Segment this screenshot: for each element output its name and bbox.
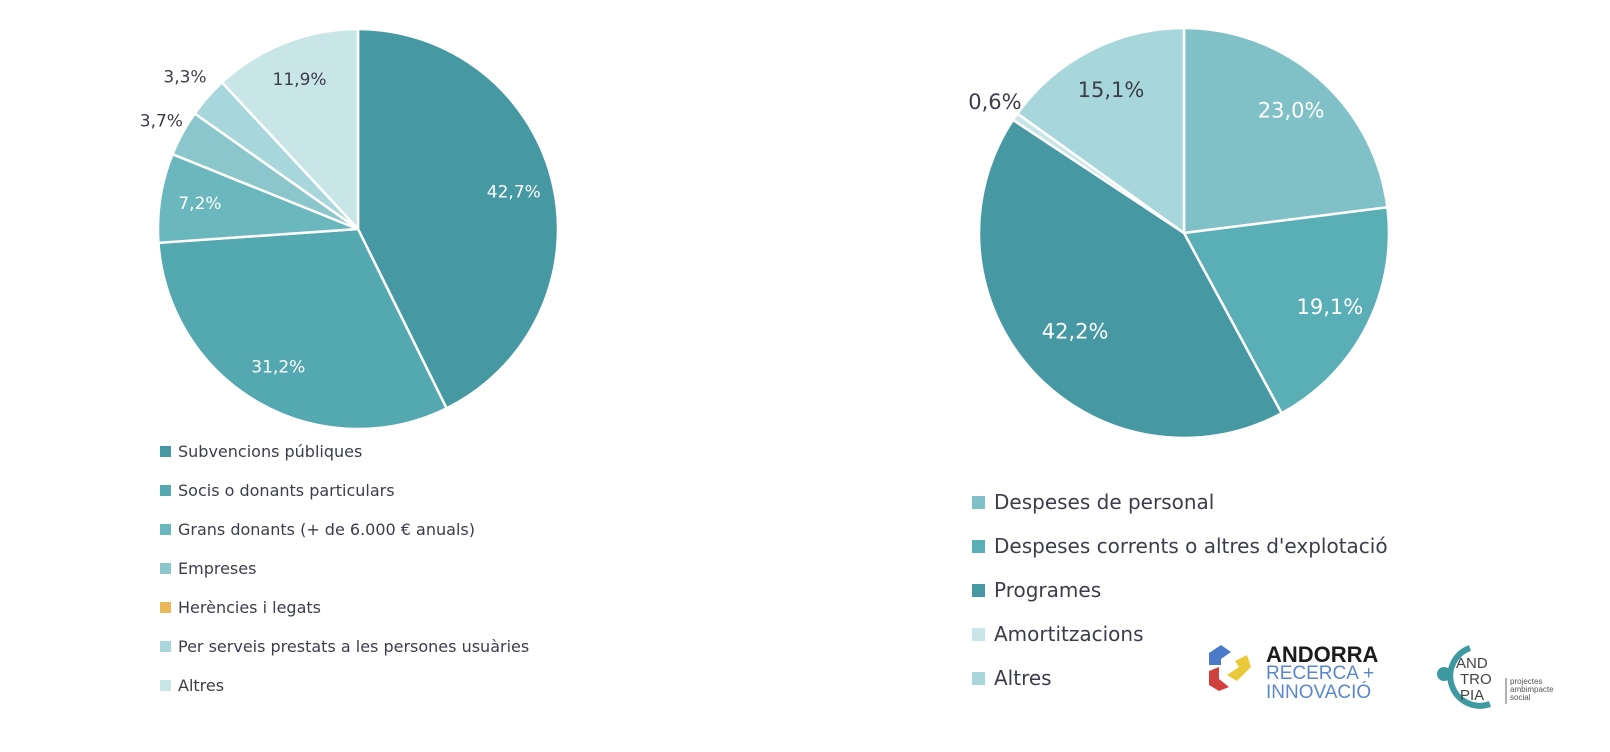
legend-item: Per serveis prestats a les persones usuà… (160, 627, 529, 666)
legend-label: Despeses corrents o altres d'explotació (994, 534, 1388, 558)
data-label: 7,2% (178, 194, 221, 214)
legend-swatch (972, 671, 985, 685)
legend-swatch (160, 524, 171, 535)
data-label: 23,0% (1258, 99, 1325, 123)
data-label: 11,9% (273, 70, 327, 90)
legend-label: Per serveis prestats a les persones usuà… (178, 637, 530, 656)
legend-label: Despeses de personal (994, 490, 1215, 514)
legend-swatch (972, 495, 985, 509)
legend-label: Empreses (178, 559, 257, 578)
data-label: 42,2% (1042, 320, 1109, 344)
andorra-logo-icon (1209, 645, 1251, 691)
svg-text:AND: AND (1456, 655, 1488, 672)
legend-swatch (160, 602, 171, 613)
legend-item: Socis o donants particulars (160, 471, 529, 510)
data-label: 3,3% (163, 67, 206, 87)
pie-slice (157, 227, 449, 431)
legend-item: Altres (160, 666, 529, 705)
data-label: 3,7% (140, 112, 183, 132)
pie-slice (1182, 205, 1391, 415)
legend-item: Herències i legats (160, 588, 529, 627)
legend-item: Altres (972, 656, 1388, 700)
legend-swatch (972, 627, 985, 641)
legend-swatch (972, 583, 985, 597)
legend-swatch (160, 680, 171, 691)
svg-text:ambimpacte: ambimpacte (1510, 685, 1554, 694)
legend-item: Grans donants (+ de 6.000 € anuals) (160, 510, 529, 549)
data-label: 15,1% (1078, 78, 1145, 102)
legend-item: Despeses corrents o altres d'explotació (972, 524, 1388, 568)
svg-text:PIA: PIA (1460, 687, 1484, 704)
svg-text:TRO: TRO (1460, 671, 1492, 688)
data-label: 0,6% (968, 90, 1021, 114)
legend-income: Subvencions públiques Socis o donants par… (160, 432, 529, 705)
legend-label: Herències i legats (178, 598, 321, 617)
andorra-logo-line1: ANDORRA (1266, 642, 1379, 667)
pie-slice (356, 27, 560, 411)
pie-slice (1182, 26, 1389, 235)
legend-swatch (972, 539, 985, 553)
legend-item: Amortitzacions (972, 612, 1388, 656)
data-label: 19,1% (1297, 295, 1364, 319)
legend-swatch (160, 563, 171, 574)
legend-label: Grans donants (+ de 6.000 € anuals) (178, 520, 475, 539)
pie-slice (977, 118, 1284, 440)
legend-label: Socis o donants particulars (178, 481, 395, 500)
legend-label: Programes (994, 578, 1102, 602)
svg-text:social: social (1510, 693, 1531, 702)
antropia-logo: AND TRO PIA projectes ambimpacte social (1437, 645, 1554, 709)
legend-item: Programes (972, 568, 1388, 612)
legend-label: Altres (994, 666, 1052, 690)
pie-slice (220, 27, 360, 233)
legend-item: Empreses (160, 549, 529, 588)
legend-swatch (160, 446, 171, 457)
andorra-logo-line3: INNOVACIÓ (1266, 682, 1372, 703)
svg-text:projectes: projectes (1510, 677, 1542, 686)
legend-swatch (160, 485, 171, 496)
legend-label: Altres (178, 676, 225, 695)
legend-label: Subvencions públiques (178, 442, 363, 461)
data-label: 31,2% (251, 358, 305, 378)
pie-slice (1015, 26, 1186, 236)
data-label: 42,7% (487, 183, 541, 203)
legend-item: Despeses de personal (972, 480, 1388, 524)
andorra-logo-line2: RECERCA + (1266, 663, 1375, 684)
legend-label: Amortitzacions (994, 622, 1144, 646)
legend-expenses: Despeses de personal Despeses corrents o … (972, 480, 1388, 700)
legend-item: Subvencions públiques (160, 432, 529, 471)
legend-swatch (160, 641, 171, 652)
